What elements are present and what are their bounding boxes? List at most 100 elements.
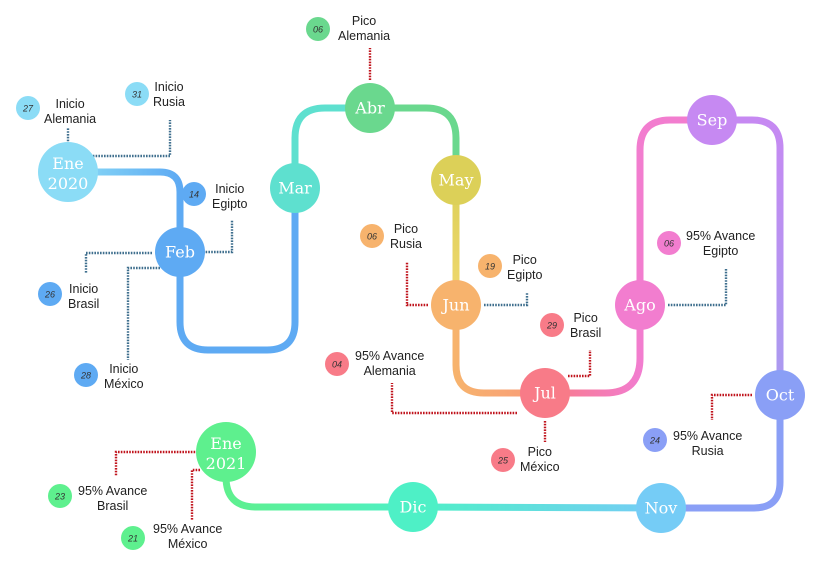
event-jul: 25 Pico México xyxy=(491,445,560,474)
event-label: Inicio Egipto xyxy=(212,182,247,211)
event-connector xyxy=(190,468,200,520)
month-circle xyxy=(431,155,481,205)
event-label: Inicio Brasil xyxy=(68,282,99,311)
months: Ene 2020 Feb Mar Abr May Jun Jul Ago Sep Oct Nov Dic… xyxy=(38,83,805,533)
month-circle xyxy=(270,163,320,213)
month-sep: Sep xyxy=(687,95,737,145)
month-label: Dic xyxy=(400,498,427,517)
event-label: Pico Egipto xyxy=(507,253,542,282)
event-label: 95% Avance Brasil xyxy=(78,484,147,513)
timeline-path xyxy=(64,104,784,512)
event-jun: 06 Pico Rusia xyxy=(360,222,422,251)
event-day-bubble xyxy=(121,526,145,550)
event-label: Inicio México xyxy=(104,362,144,391)
timeline-segment xyxy=(366,104,460,184)
month-label: Ago xyxy=(623,296,655,315)
event-label: Inicio Rusia xyxy=(153,80,185,109)
month-circle xyxy=(687,95,737,145)
month-label: Mar xyxy=(278,179,312,198)
timeline-segment xyxy=(708,116,784,399)
month-mar: Mar xyxy=(270,163,320,213)
month-label: Nov xyxy=(645,499,678,518)
month-label: Oct xyxy=(766,386,795,405)
event-connector xyxy=(668,268,728,307)
month-label: Feb xyxy=(165,243,195,262)
event-day-bubble xyxy=(38,282,62,306)
event-connector xyxy=(710,393,752,420)
event-day: 26 xyxy=(44,290,55,300)
event-day-bubble xyxy=(125,82,149,106)
event-connector xyxy=(90,120,172,158)
month-label: Jun xyxy=(440,296,469,315)
event-label: 95% Avance Egipto xyxy=(686,229,755,258)
event-day-bubble xyxy=(643,428,667,452)
month-feb: Feb xyxy=(155,227,205,277)
event-day-bubble xyxy=(657,231,681,255)
event-day: 06 xyxy=(664,239,674,249)
event-day: 04 xyxy=(332,360,342,370)
event-label: 95% Avance Rusia xyxy=(673,429,742,458)
event-ene2020: 31 Inicio Rusia xyxy=(125,80,185,109)
month-circle xyxy=(636,483,686,533)
event-day: 06 xyxy=(367,232,377,242)
month-label: May xyxy=(439,171,474,190)
event-feb: 28 Inicio México xyxy=(74,362,144,391)
month-oct: Oct xyxy=(755,370,805,420)
event-day: 25 xyxy=(497,456,509,466)
event-day: 21 xyxy=(127,534,138,544)
event-ene2020: 27 Inicio Alemania xyxy=(16,96,96,126)
event-ago: 06 95% Avance Egipto xyxy=(657,229,755,258)
month-jun: Jun xyxy=(431,280,481,330)
timeline-segment xyxy=(176,184,299,354)
event-jun: 19 Pico Egipto xyxy=(478,253,542,282)
month-ago: Ago xyxy=(615,280,665,330)
month-circle xyxy=(615,280,665,330)
month-circle xyxy=(388,482,438,532)
timeline-segment xyxy=(636,116,716,309)
timeline-segment xyxy=(409,503,665,512)
event-day-bubble xyxy=(478,254,502,278)
month-abr: Abr xyxy=(345,83,395,133)
event-day-bubble xyxy=(74,363,98,387)
month-ene2021: Ene 2021 xyxy=(196,422,256,482)
timeline-segment xyxy=(64,168,184,256)
event-day-bubble xyxy=(182,182,206,206)
event-label: 95% Avance Alemania xyxy=(355,349,424,378)
event-label: 95% Avance México xyxy=(153,522,222,551)
event-connector xyxy=(84,251,152,273)
event-feb: 26 Inicio Brasil xyxy=(38,282,99,311)
month-circle xyxy=(196,422,256,482)
event-feb: 14 Inicio Egipto xyxy=(182,182,247,211)
month-label: Abr xyxy=(354,99,385,118)
event-connector xyxy=(126,266,160,360)
event-connector xyxy=(484,292,529,307)
event-day-bubble xyxy=(325,352,349,376)
timeline-segment xyxy=(291,104,374,192)
event-day-bubble xyxy=(491,448,515,472)
event-connector xyxy=(405,262,428,307)
event-day-bubble xyxy=(48,484,72,508)
month-circle xyxy=(155,227,205,277)
events: 27 Inicio Alemania 31 Inicio Rusia 14 Inicio Egi… xyxy=(16,14,755,551)
month-circle xyxy=(38,142,98,202)
month-ene2020: Ene 2020 xyxy=(38,142,98,202)
event-day: 24 xyxy=(649,436,660,446)
month-label: Jul xyxy=(532,384,556,403)
event-ene2021: 21 95% Avance México xyxy=(121,522,222,551)
event-connector xyxy=(390,383,517,415)
event-day-bubble xyxy=(360,224,384,248)
month-label: Sep xyxy=(697,111,728,130)
event-day: 19 xyxy=(485,262,495,272)
month-circle xyxy=(431,280,481,330)
event-day: 28 xyxy=(80,371,91,381)
event-connector xyxy=(568,350,592,378)
event-label: Pico Brasil xyxy=(570,311,601,340)
event-ene2021: 23 95% Avance Brasil xyxy=(48,484,147,513)
event-label: Pico México xyxy=(520,445,560,474)
event-day: 06 xyxy=(313,25,323,35)
event-day: 29 xyxy=(546,321,557,331)
timeline-segment xyxy=(541,301,644,397)
month-circle xyxy=(520,368,570,418)
event-day-bubble xyxy=(306,17,330,41)
